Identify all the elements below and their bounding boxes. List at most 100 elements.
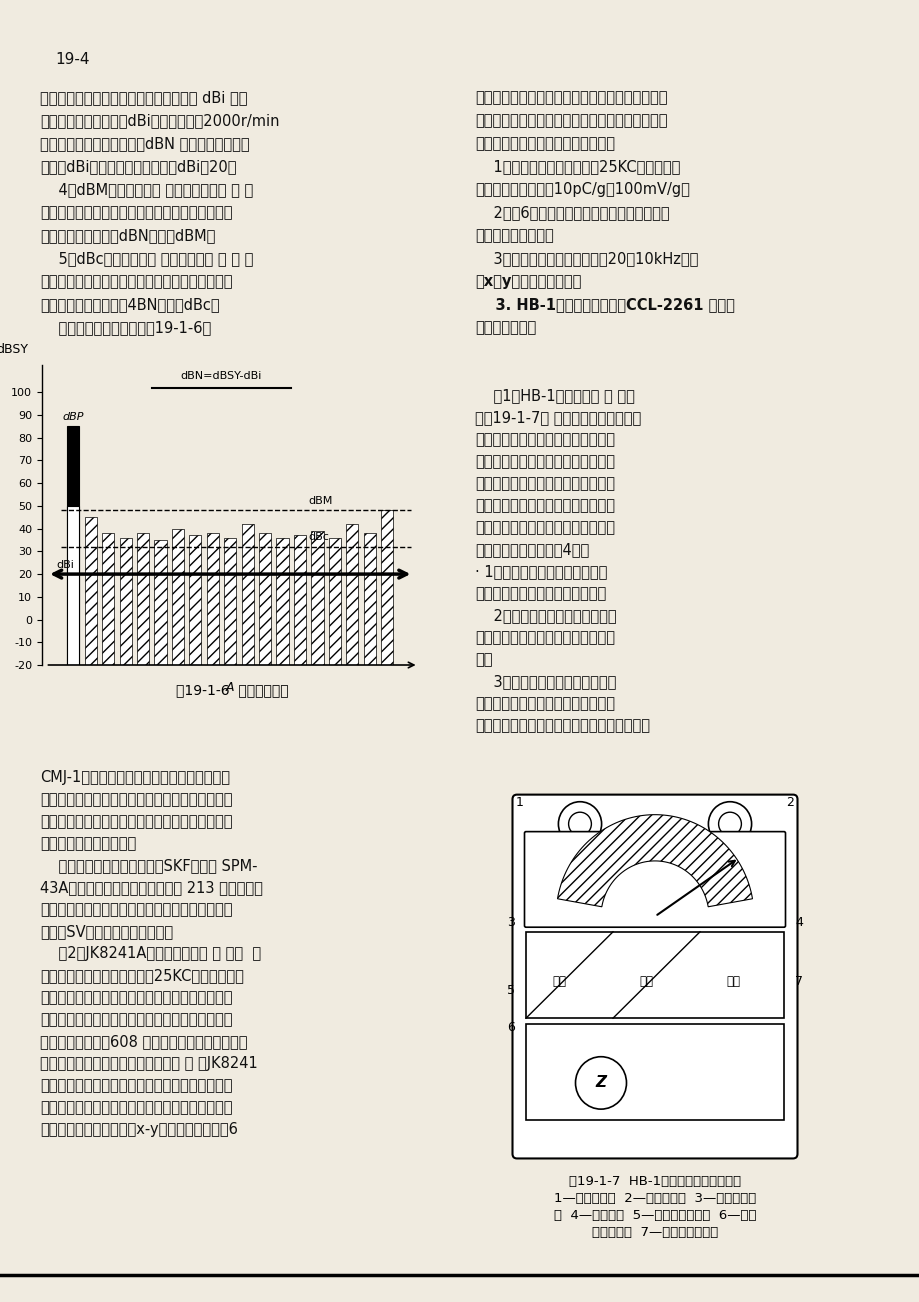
Text: 3）对轴承润滑状态，润滑油脂: 3）对轴承润滑状态，润滑油脂 — [474, 674, 616, 689]
Text: CMJ-1主机除有小型扬声器及发光指示外，还: CMJ-1主机除有小型扬声器及发光指示外，还 — [40, 769, 230, 785]
Circle shape — [718, 812, 741, 836]
Text: 用x－y记录仪记录谱图。: 用x－y记录仪记录谱图。 — [474, 273, 581, 289]
Bar — [207, 534, 219, 665]
Bar — [363, 534, 375, 665]
Text: 1—接地插插口  2—测量插插口  3—测量方式选: 1—接地插插口 2—测量插插口 3—测量方式选 — [553, 1191, 755, 1204]
Text: 状态，导致滚珠或滚柱跟滚道剧烈冲击，发出特强: 状态，导致滚珠或滚柱跟滚道剧烈冲击，发出特强 — [40, 204, 233, 220]
Text: 危险: 危险 — [551, 975, 565, 988]
Bar — [189, 535, 201, 665]
Text: 故障监视和时序分析，以x-y记录仪自动记录其6: 故障监视和时序分析，以x-y记录仪自动记录其6 — [40, 1122, 238, 1137]
Circle shape — [568, 812, 591, 836]
Text: 试。: 试。 — [474, 652, 492, 667]
Bar — [380, 510, 392, 665]
Bar — [293, 535, 306, 665]
Text: 轴承故障测试仪: 轴承故障测试仪 — [474, 320, 536, 335]
Bar — [67, 506, 79, 665]
Bar — [328, 538, 341, 665]
Text: 的刻度与内径刻度对准，由dBN 刻度盘中的黑三角: 的刻度与内径刻度对准，由dBN 刻度盘中的黑三角 — [40, 135, 249, 151]
Bar — [346, 525, 358, 665]
Text: 1: 1 — [516, 796, 523, 809]
Text: 国外与此相似的产品有瑞典SKF公司的 SPM-: 国外与此相似的产品有瑞典SKF公司的 SPM- — [40, 858, 257, 874]
Text: 摩擦等故障，其主要性能参数如下：: 摩擦等故障，其主要性能参数如下： — [474, 135, 614, 151]
Text: 所对的dBi值就是背景分贝值，即dBi＝20。: 所对的dBi值就是背景分贝值，即dBi＝20。 — [40, 159, 236, 174]
Bar — [526, 1025, 783, 1120]
Text: 形进行包络检波和低通滤波，即解调，就可以获得: 形进行包络检波和低通滤波，即解调，就可以获得 — [40, 990, 233, 1005]
Bar — [102, 534, 114, 665]
Text: dBc: dBc — [309, 533, 329, 542]
Text: · 1）适用于滑动轴承、滚动轴承: · 1）适用于滑动轴承、滚动轴承 — [474, 564, 607, 579]
Circle shape — [708, 802, 751, 846]
Text: 4）dBM（最大分贝） 由于轴承不良的 工 作: 4）dBM（最大分贝） 由于轴承不良的 工 作 — [40, 182, 253, 197]
Text: 承内径刻度是不动的，只是转速刻度随着 dBi 刻度: 承内径刻度是不动的，只是转速刻度随着 dBi 刻度 — [40, 90, 247, 105]
Bar — [137, 534, 149, 665]
Bar — [242, 525, 254, 665]
Text: 量，这个基本的脉冲量4BN值就是dBc。: 量，这个基本的脉冲量4BN值就是dBc。 — [40, 297, 220, 312]
Bar — [276, 538, 289, 665]
Bar — [67, 426, 79, 665]
Text: 及使用不同牌号润滑油脂的轴承。: 及使用不同牌号润滑油脂的轴承。 — [474, 586, 606, 602]
Text: A: A — [226, 681, 234, 694]
Text: 5）dBc（地毯分贝） 因为滚珠或滚 柱 及 滚: 5）dBc（地毯分贝） 因为滚珠或滚 柱 及 滚 — [40, 251, 253, 266]
Text: 6: 6 — [506, 1021, 515, 1034]
Text: 图19-1-7  HB-1型轴承故障检查仪外观: 图19-1-7 HB-1型轴承故障检查仪外观 — [568, 1174, 741, 1187]
Bar — [526, 932, 783, 1018]
Text: 3: 3 — [506, 917, 515, 930]
Text: 几种分贝值的关系示于图19-1-6。: 几种分贝值的关系示于图19-1-6。 — [40, 320, 211, 335]
Bar — [311, 531, 323, 665]
Text: 3）使用从动外差分析技术，20～10kHz。可: 3）使用从动外差分析技术，20～10kHz。可 — [474, 251, 698, 266]
FancyBboxPatch shape — [512, 794, 797, 1159]
Text: 5: 5 — [506, 984, 515, 997]
Text: 警告: 警告 — [639, 975, 652, 988]
Text: 测试，从而可决定换油、检修和更换的时间。: 测试，从而可决定换油、检修和更换的时间。 — [474, 717, 650, 733]
Text: （2）JK8241A轴承、齿轮故障 分 析仪  将: （2）JK8241A轴承、齿轮故障 分 析仪 将 — [40, 947, 261, 961]
Text: dBN=dBSY-dBi: dBN=dBSY-dBi — [181, 371, 262, 381]
Text: 1）使用安装谐振频率大于25KC的加速度传: 1）使用安装谐振频率大于25KC的加速度传 — [474, 159, 680, 174]
Text: Z: Z — [595, 1075, 606, 1090]
Bar — [154, 540, 166, 665]
Text: 作，应用这一共振解调变换技术，研 制 出JK8241: 作，应用这一共振解调变换技术，研 制 出JK8241 — [40, 1056, 257, 1072]
Text: 配有耳机，可在噪声大的情况下工作。此外它也可: 配有耳机，可在噪声大的情况下工作。此外它也可 — [40, 792, 233, 807]
Bar — [119, 538, 131, 665]
Text: 障。其主要功能有如下4项：: 障。其主要功能有如下4项： — [474, 542, 588, 557]
Text: 2）对轴承的偏心，传动带张力: 2）对轴承的偏心，传动带张力 — [474, 608, 616, 622]
Text: 查仪，它拾取轴承故障的冲击信号，液晶显示轴承: 查仪，它拾取轴承故障的冲击信号，液晶显示轴承 — [40, 902, 233, 917]
Text: 盘一起旋转。所以旋转dBi刻度，即可将2000r/min: 盘一起旋转。所以旋转dBi刻度，即可将2000r/min — [40, 113, 279, 128]
Text: 个通道的分析谱，可判别齿轮零件和轴承的内环、: 个通道的分析谱，可判别齿轮零件和轴承的内环、 — [474, 90, 667, 105]
Text: 2: 2 — [785, 796, 793, 809]
Text: 感器，灵敏度不小于10pC/g或100mV/g。: 感器，灵敏度不小于10pC/g或100mV/g。 — [474, 182, 689, 197]
Text: 过紧，联轴器同心状态，均能定量测: 过紧，联轴器同心状态，均能定量测 — [474, 630, 614, 644]
Text: 道的表面有一定的粗糙度，所以会发出一定的脉冲: 道的表面有一定的粗糙度，所以会发出一定的脉冲 — [40, 273, 233, 289]
Text: 区域（黄）  7—正常区域（绿）: 区域（黄） 7—正常区域（绿） — [591, 1225, 718, 1238]
Text: 择  4—电源开关  5—危险区域（红）  6—警告: 择 4—电源开关 5—危险区域（红） 6—警告 — [553, 1208, 755, 1221]
Text: 轴承运转的情况下，能对各类滚动轴: 轴承运转的情况下，能对各类滚动轴 — [474, 477, 614, 491]
Bar — [85, 517, 96, 665]
Text: dBi: dBi — [56, 560, 74, 569]
Text: 19-4: 19-4 — [55, 52, 89, 66]
Text: 故障的SV值，其工作原理相同。: 故障的SV值，其工作原理相同。 — [40, 924, 173, 939]
Text: 一个个对应于低频冲击的，放大并展宽了的共振解: 一个个对应于低频冲击的，放大并展宽了的共振解 — [40, 1012, 233, 1027]
Text: 以使用超声探头代替冲击脉冲探头，用于检测压力: 以使用超声探头代替冲击脉冲探头，用于检测压力 — [40, 814, 233, 829]
Text: dBM: dBM — [309, 496, 333, 506]
Text: dBP: dBP — [62, 411, 84, 422]
FancyBboxPatch shape — [524, 832, 785, 927]
Text: 调波。航空航天部608 研究所和株州湘中仪器厂合: 调波。航空航天部608 研究所和株州湘中仪器厂合 — [40, 1034, 247, 1049]
Text: 43A。国内宝应振动仪器厂生产的 213 轴承故障检: 43A。国内宝应振动仪器厂生产的 213 轴承故障检 — [40, 880, 263, 894]
Circle shape — [558, 802, 601, 846]
Text: （图19-1-7） 是上海华阳电子仪器厂: （图19-1-7） 是上海华阳电子仪器厂 — [474, 410, 641, 424]
Text: 系列轴承齿轮故障诊断仪器，可用于分析滚动轴承: 系列轴承齿轮故障诊断仪器，可用于分析滚动轴承 — [40, 1078, 233, 1092]
Text: 7: 7 — [794, 975, 802, 988]
Bar — [172, 529, 184, 665]
Text: （1）HB-1型轴承故障 检 查仪: （1）HB-1型轴承故障 检 查仪 — [474, 388, 634, 404]
Text: 系统或真空系统的泄漏。: 系统或真空系统的泄漏。 — [40, 836, 136, 852]
Text: 脉冲时，那个最大的dBN值便是dBM。: 脉冲时，那个最大的dBN值便是dBM。 — [40, 228, 215, 243]
Text: 滑状态和运转状态，以便早期发现故: 滑状态和运转状态，以便早期发现故 — [474, 519, 614, 535]
Text: 4: 4 — [794, 917, 802, 930]
Text: 图19-1-6  分贝值关系图: 图19-1-6 分贝值关系图 — [176, 684, 288, 697]
Text: 检查仪器。它在不分解轴承，不停止: 检查仪器。它在不分解轴承，不停止 — [474, 454, 614, 469]
Polygon shape — [557, 815, 752, 906]
Text: 和齿轮在运转中的故障规律，亦可用于试验现场的: 和齿轮在运转中的故障规律，亦可用于试验现场的 — [40, 1100, 233, 1115]
Text: 2）有6个并列的测量分析通道，一个数据管: 2）有6个并列的测量分析通道，一个数据管 — [474, 204, 669, 220]
Text: dBSY: dBSY — [0, 342, 28, 355]
Bar — [224, 538, 236, 665]
Circle shape — [575, 1057, 626, 1109]
